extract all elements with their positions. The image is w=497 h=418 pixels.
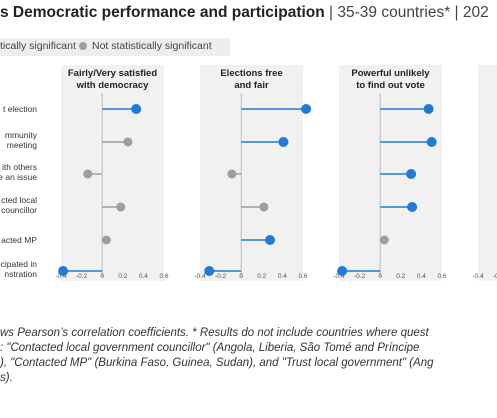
lollipop-chart: t election mmunity meeting ith others e an i… <box>0 65 497 281</box>
footnote-line-3: ), "Contacted MP" (Burkina Faso, Guinea,… <box>0 357 434 369</box>
x-tick-label-0-3: 0.2 <box>118 273 127 280</box>
x-tick-label-0-0: -0.4 <box>55 273 67 280</box>
panel-title-2-line-1: to find out vote <box>356 80 425 91</box>
title-countries: 35-39 countries* <box>337 4 451 21</box>
category-label-2: ith others e an issue <box>0 162 37 182</box>
x-tick-label-0-1: -0.2 <box>76 273 88 280</box>
title-year: 202 <box>462 4 489 21</box>
category-label-line: councillor <box>1 205 37 215</box>
category-label-0: t election <box>3 104 37 114</box>
lollipop-point-0-4 <box>101 235 111 245</box>
title-separator-1: | <box>324 4 338 21</box>
x-tick-label-3-0: -0.4 <box>472 273 484 280</box>
lollipop-point-0-3 <box>116 202 126 212</box>
x-tick-label-2-0: -0.4 <box>333 273 345 280</box>
footnote: ws Pearson’s correlation coefficients. *… <box>0 326 497 386</box>
lollipop-point-2-3 <box>407 202 418 212</box>
legend: tically significant Not statistically si… <box>0 38 230 56</box>
category-label-line: acted MP <box>1 235 37 245</box>
footnote-line-2: : "Contacted local government councillor… <box>0 342 420 354</box>
x-tick-label-2-1: -0.2 <box>354 273 366 280</box>
lollipop-point-0-1 <box>123 137 133 147</box>
legend-not-significant-label: Not statistically significant <box>92 40 212 52</box>
title-main: s Democratic performance and participati… <box>0 4 325 21</box>
lollipop-point-2-4 <box>379 235 389 245</box>
lollipop-point-2-1 <box>426 137 437 147</box>
panel-background-0 <box>61 65 164 281</box>
panel-title-1-line-1: and fair <box>234 80 269 91</box>
category-label-line: t election <box>3 104 37 114</box>
category-label-5: icipated in nstration <box>0 259 37 279</box>
footnote-line-4: s). <box>0 372 13 384</box>
x-tick-label-0-5: 0.6 <box>159 273 168 280</box>
panel-title-1-line-0: Elections free <box>220 68 282 79</box>
x-tick-label-0-4: 0.4 <box>139 273 148 280</box>
x-tick-label-1-5: 0.6 <box>298 273 307 280</box>
panel-title-2-line-0: Powerful unlikely <box>351 68 430 79</box>
category-label-3: cted local councillor <box>1 195 37 215</box>
lollipop-point-0-5 <box>58 266 69 276</box>
category-label-line: nstration <box>4 269 37 279</box>
lollipop-point-2-0 <box>423 104 434 114</box>
x-tick-label-2-5: 0.6 <box>437 273 446 280</box>
category-label-line: meeting <box>7 140 38 150</box>
legend-gray-dot <box>79 42 87 50</box>
category-label-4: acted MP <box>1 235 37 245</box>
x-tick-label-1-4: 0.4 <box>278 273 287 280</box>
panel-title-0-line-1: with democracy <box>76 80 150 91</box>
lollipop-point-1-2 <box>227 169 237 179</box>
x-tick-label-1-2: 0 <box>239 273 243 280</box>
x-tick-label-2-3: 0.2 <box>396 273 405 280</box>
lollipop-point-1-3 <box>259 202 269 212</box>
panel-background-2 <box>339 65 442 281</box>
category-label-1: mmunity meeting <box>5 130 38 150</box>
chart-title: s Democratic performance and participati… <box>0 4 497 22</box>
legend-not-significant: Not statistically significant <box>79 40 212 52</box>
category-label-line: mmunity <box>5 130 38 140</box>
x-tick-label-1-0: -0.4 <box>194 273 206 280</box>
lollipop-point-2-5 <box>337 266 348 276</box>
category-label-line: ith others <box>2 162 37 172</box>
category-label-line: cted local <box>1 195 37 205</box>
lollipop-point-0-2 <box>83 169 93 179</box>
x-tick-label-0-2: 0 <box>100 273 104 280</box>
x-tick-label-2-2: 0 <box>378 273 382 280</box>
x-tick-label-1-3: 0.2 <box>257 273 266 280</box>
lollipop-point-2-2 <box>406 169 417 179</box>
lollipop-point-1-5 <box>204 266 215 276</box>
lollipop-point-1-1 <box>278 137 289 147</box>
x-tick-label-2-4: 0.4 <box>417 273 426 280</box>
lollipop-point-1-0 <box>301 104 312 114</box>
x-tick-label-3-1: -0.2 <box>493 273 497 280</box>
title-separator-2: | <box>450 4 463 21</box>
category-label-line: e an issue <box>0 172 37 182</box>
lollipop-point-0-0 <box>131 104 142 114</box>
lollipop-point-1-4 <box>265 235 276 245</box>
legend-significant: tically significant <box>0 40 76 52</box>
footnote-line-1: ws Pearson’s correlation coefficients. *… <box>0 327 429 339</box>
panel-background-3 <box>478 65 497 281</box>
panel-title-0-line-0: Fairly/Very satisfied <box>68 68 157 79</box>
x-tick-label-1-1: -0.2 <box>215 273 227 280</box>
category-label-line: icipated in <box>0 259 37 269</box>
panel-background-1 <box>200 65 303 281</box>
